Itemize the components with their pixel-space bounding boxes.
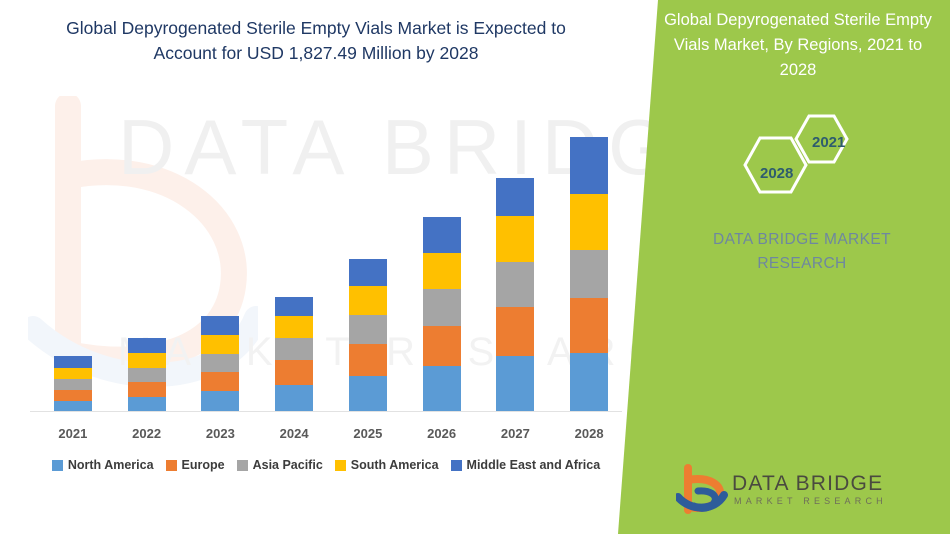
bar-segment: [422, 217, 461, 253]
bar-segment: [53, 368, 92, 379]
bar-segment: [348, 344, 387, 376]
legend-swatch-icon: [236, 459, 248, 471]
legend-label: Middle East and Africa: [466, 458, 601, 472]
green-side-panel: Global Depyrogenated Sterile Empty Vials…: [618, 0, 950, 534]
bar-segment: [201, 391, 240, 412]
bar-segment: [422, 326, 461, 366]
chart-panel: Global Depyrogenated Sterile Empty Vials…: [30, 18, 622, 472]
legend-swatch-icon: [51, 459, 63, 471]
bar-column-2025: [348, 259, 387, 412]
legend-swatch-icon: [450, 459, 462, 471]
bar-column-2026: [422, 217, 461, 412]
bar-segment: [201, 372, 240, 391]
legend-label: South America: [350, 458, 439, 472]
brand-name-text: DATA BRIDGE MARKET RESEARCH: [712, 231, 891, 273]
bar-segment: [127, 338, 166, 353]
bar-segment: [570, 250, 609, 298]
x-axis-label-2026: 2026: [427, 426, 457, 441]
bar-segment: [348, 259, 387, 286]
bar-segment: [127, 382, 166, 397]
bar-column-2023: [201, 316, 240, 412]
x-axis-label-2024: 2024: [279, 426, 309, 441]
legend-label: Europe: [181, 458, 225, 472]
legend-item[interactable]: Asia Pacific: [236, 458, 323, 472]
bar-segment: [496, 356, 535, 412]
bar-segment: [422, 366, 461, 412]
bar-segment: [570, 137, 609, 194]
legend-label: North America: [67, 458, 154, 472]
bar-segment: [570, 298, 609, 353]
x-axis-label-2021: 2021: [58, 426, 88, 441]
bar-segment: [53, 401, 92, 412]
chart-title: Global Depyrogenated Sterile Empty Vials…: [66, 18, 566, 64]
bar-segment: [422, 253, 461, 289]
bar-column-2024: [275, 297, 314, 412]
chart-plot-area: [30, 120, 620, 412]
data-bridge-logo: DATA BRIDGE MARKET RESEARCH: [666, 462, 916, 520]
bar-segment: [496, 307, 535, 356]
bar-segment: [348, 315, 387, 344]
hexagon-outline-icon: [743, 114, 849, 194]
legend-swatch-icon: [165, 459, 177, 471]
chart-legend: North America Europe Asia Pacific South Ame…: [30, 458, 622, 472]
chart-x-axis: 2021 2022 2023 2024 2025 2026 2027 2028: [30, 420, 622, 442]
side-panel-title: Global Depyrogenated Sterile Empty Vials…: [664, 11, 932, 79]
bar-segment: [496, 262, 535, 307]
bar-segment: [570, 194, 609, 250]
bar-segment: [496, 178, 535, 216]
bar-segment: [201, 335, 240, 354]
bar-column-2028: [570, 137, 609, 412]
legend-item[interactable]: South America: [334, 458, 439, 472]
legend-item[interactable]: North America: [51, 458, 154, 472]
bar-segment: [275, 385, 314, 412]
data-bridge-logo-icon: [674, 464, 728, 516]
bar-segment: [348, 286, 387, 315]
bar-segment: [201, 354, 240, 372]
bar-segment: [348, 376, 387, 412]
chart-baseline: [30, 411, 622, 412]
legend-item[interactable]: Europe: [165, 458, 225, 472]
bar-column-2022: [127, 338, 166, 412]
x-axis-label-2023: 2023: [205, 426, 235, 441]
bar-segment: [422, 289, 461, 326]
bar-segment: [127, 353, 166, 368]
bar-segment: [201, 316, 240, 335]
x-axis-label-2022: 2022: [132, 426, 162, 441]
x-axis-label-2028: 2028: [574, 426, 604, 441]
bar-segment: [275, 297, 314, 316]
logo-wordmark: DATA BRIDGE: [732, 472, 884, 495]
bar-segment: [275, 316, 314, 338]
x-axis-label-2025: 2025: [353, 426, 383, 441]
x-axis-label-2027: 2027: [500, 426, 530, 441]
bar-column-2027: [496, 178, 535, 412]
legend-label: Asia Pacific: [252, 458, 323, 472]
bar-segment: [275, 360, 314, 385]
legend-item[interactable]: Middle East and Africa: [450, 458, 601, 472]
logo-subtitle: MARKET RESEARCH: [734, 496, 887, 506]
bar-segment: [127, 368, 166, 382]
bar-segment: [496, 216, 535, 262]
bar-column-2021: [53, 356, 92, 412]
bar-segment: [275, 338, 314, 360]
legend-swatch-icon: [334, 459, 346, 471]
bar-segment: [53, 356, 92, 368]
hex-badge-2021-label: 2021: [812, 134, 846, 151]
bar-segment: [570, 353, 609, 412]
hexagon-badges: 2021 2028: [718, 110, 918, 210]
bar-segment: [53, 390, 92, 401]
hex-badge-2028-label: 2028: [760, 165, 794, 182]
bar-segment: [53, 379, 92, 390]
bar-segment: [127, 397, 166, 412]
